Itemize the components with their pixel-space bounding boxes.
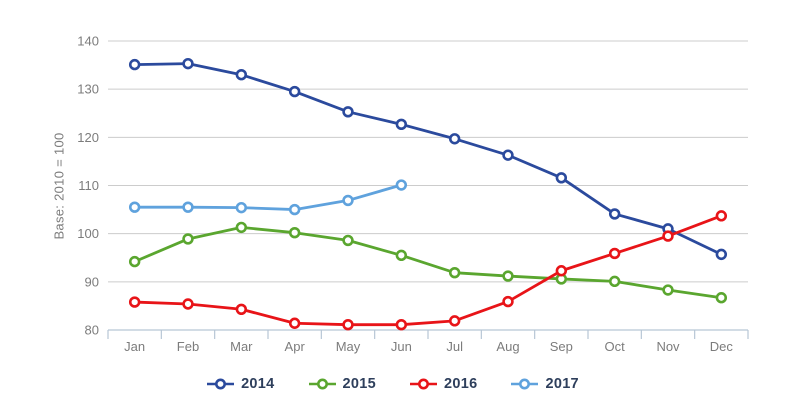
series-line-2016 [133,214,723,327]
marker-2016-feb [182,298,194,310]
marker-2014-dec [715,248,728,261]
marker-2014-feb [182,57,194,70]
x-tick-label-jun: Jun [391,339,412,354]
legend-label: 2014 [241,376,275,392]
series-line-2017 [133,183,403,211]
x-tick-label-apr: Apr [285,339,306,354]
series-line-2015 [133,226,723,300]
marker-2015-oct [608,275,621,288]
legend-item-2016[interactable]: 2016 [410,376,477,392]
legend-marker-icon [207,378,235,390]
y-tick-label-120: 120 [77,130,99,145]
marker-2014-oct [608,208,621,220]
legend-item-2015[interactable]: 2015 [308,376,376,392]
marker-2015-may [342,234,354,247]
marker-2017-jun [395,179,408,191]
marker-2014-may [342,106,354,118]
marker-2015-mar [235,221,248,234]
series-line-2014 [133,62,723,256]
marker-2015-jan [128,255,141,268]
y-tick-label-140: 140 [77,34,99,49]
marker-2014-sep [555,172,568,184]
marker-2016-sep [555,265,568,277]
marker-2017-feb [182,201,194,213]
marker-2015-dec [715,292,728,304]
legend-label: 2016 [444,376,478,392]
marker-2017-apr [288,203,301,216]
x-tick-label-jul: Jul [446,339,463,354]
marker-2016-nov [662,230,674,242]
legend-label: 2017 [545,376,579,392]
y-tick-label-100: 100 [77,226,99,241]
legend-marker-icon [410,378,437,390]
y-tick-label-110: 110 [78,178,99,193]
legend-item-2017[interactable]: 2017 [511,376,579,392]
marker-2015-nov [662,284,674,296]
marker-2016-oct [608,247,621,260]
y-axis-title: Base: 2010 = 100 [51,132,67,240]
y-tick-label-80: 80 [85,323,99,338]
x-tick-label-oct: Oct [605,339,626,354]
legend-marker-icon [511,378,539,390]
marker-2014-jan [128,58,141,71]
x-tick-label-jan: Jan [124,339,145,354]
x-tick-label-sep: Sep [550,339,573,354]
marker-2017-may [342,194,354,207]
marker-2015-aug [502,270,514,282]
x-tick-label-nov: Nov [656,339,680,354]
y-tick-label-90: 90 [85,274,99,289]
marker-2015-apr [288,227,301,239]
marker-2014-jun [395,118,408,131]
marker-2016-jul [448,315,461,327]
marker-2016-apr [288,317,301,329]
marker-2014-aug [502,149,514,161]
x-tick-label-may: May [336,339,361,354]
x-tick-label-mar: Mar [230,339,253,354]
legend-label: 2015 [342,376,376,392]
x-tick-label-feb: Feb [177,339,199,354]
marker-2014-apr [288,85,301,98]
marker-2015-feb [182,233,194,245]
x-tick-label-aug: Aug [496,339,519,354]
marker-2016-may [342,319,354,331]
marker-2016-dec [715,210,728,222]
legend-item-2014[interactable]: 2014 [207,376,274,392]
marker-2016-jun [395,319,408,331]
marker-2016-mar [235,303,248,315]
marker-2015-jul [448,266,461,279]
marker-2016-aug [502,295,514,308]
y-tick-label-130: 130 [77,82,99,97]
marker-2016-jan [128,296,141,308]
chart-plot-area: 80 90 100 110 120 130 140 Jan Feb Mar Apr May Jun Jul… [77,34,749,354]
marker-2017-mar [235,201,248,214]
legend-marker-icon [308,378,336,390]
marker-2015-jun [395,249,408,262]
marker-2014-mar [235,69,248,81]
x-tick-label-dec: Dec [710,339,734,354]
marker-2017-jan [128,201,141,213]
legend: 2014 2015 2016 2017 [0,368,786,400]
marker-2014-jul [448,133,461,145]
